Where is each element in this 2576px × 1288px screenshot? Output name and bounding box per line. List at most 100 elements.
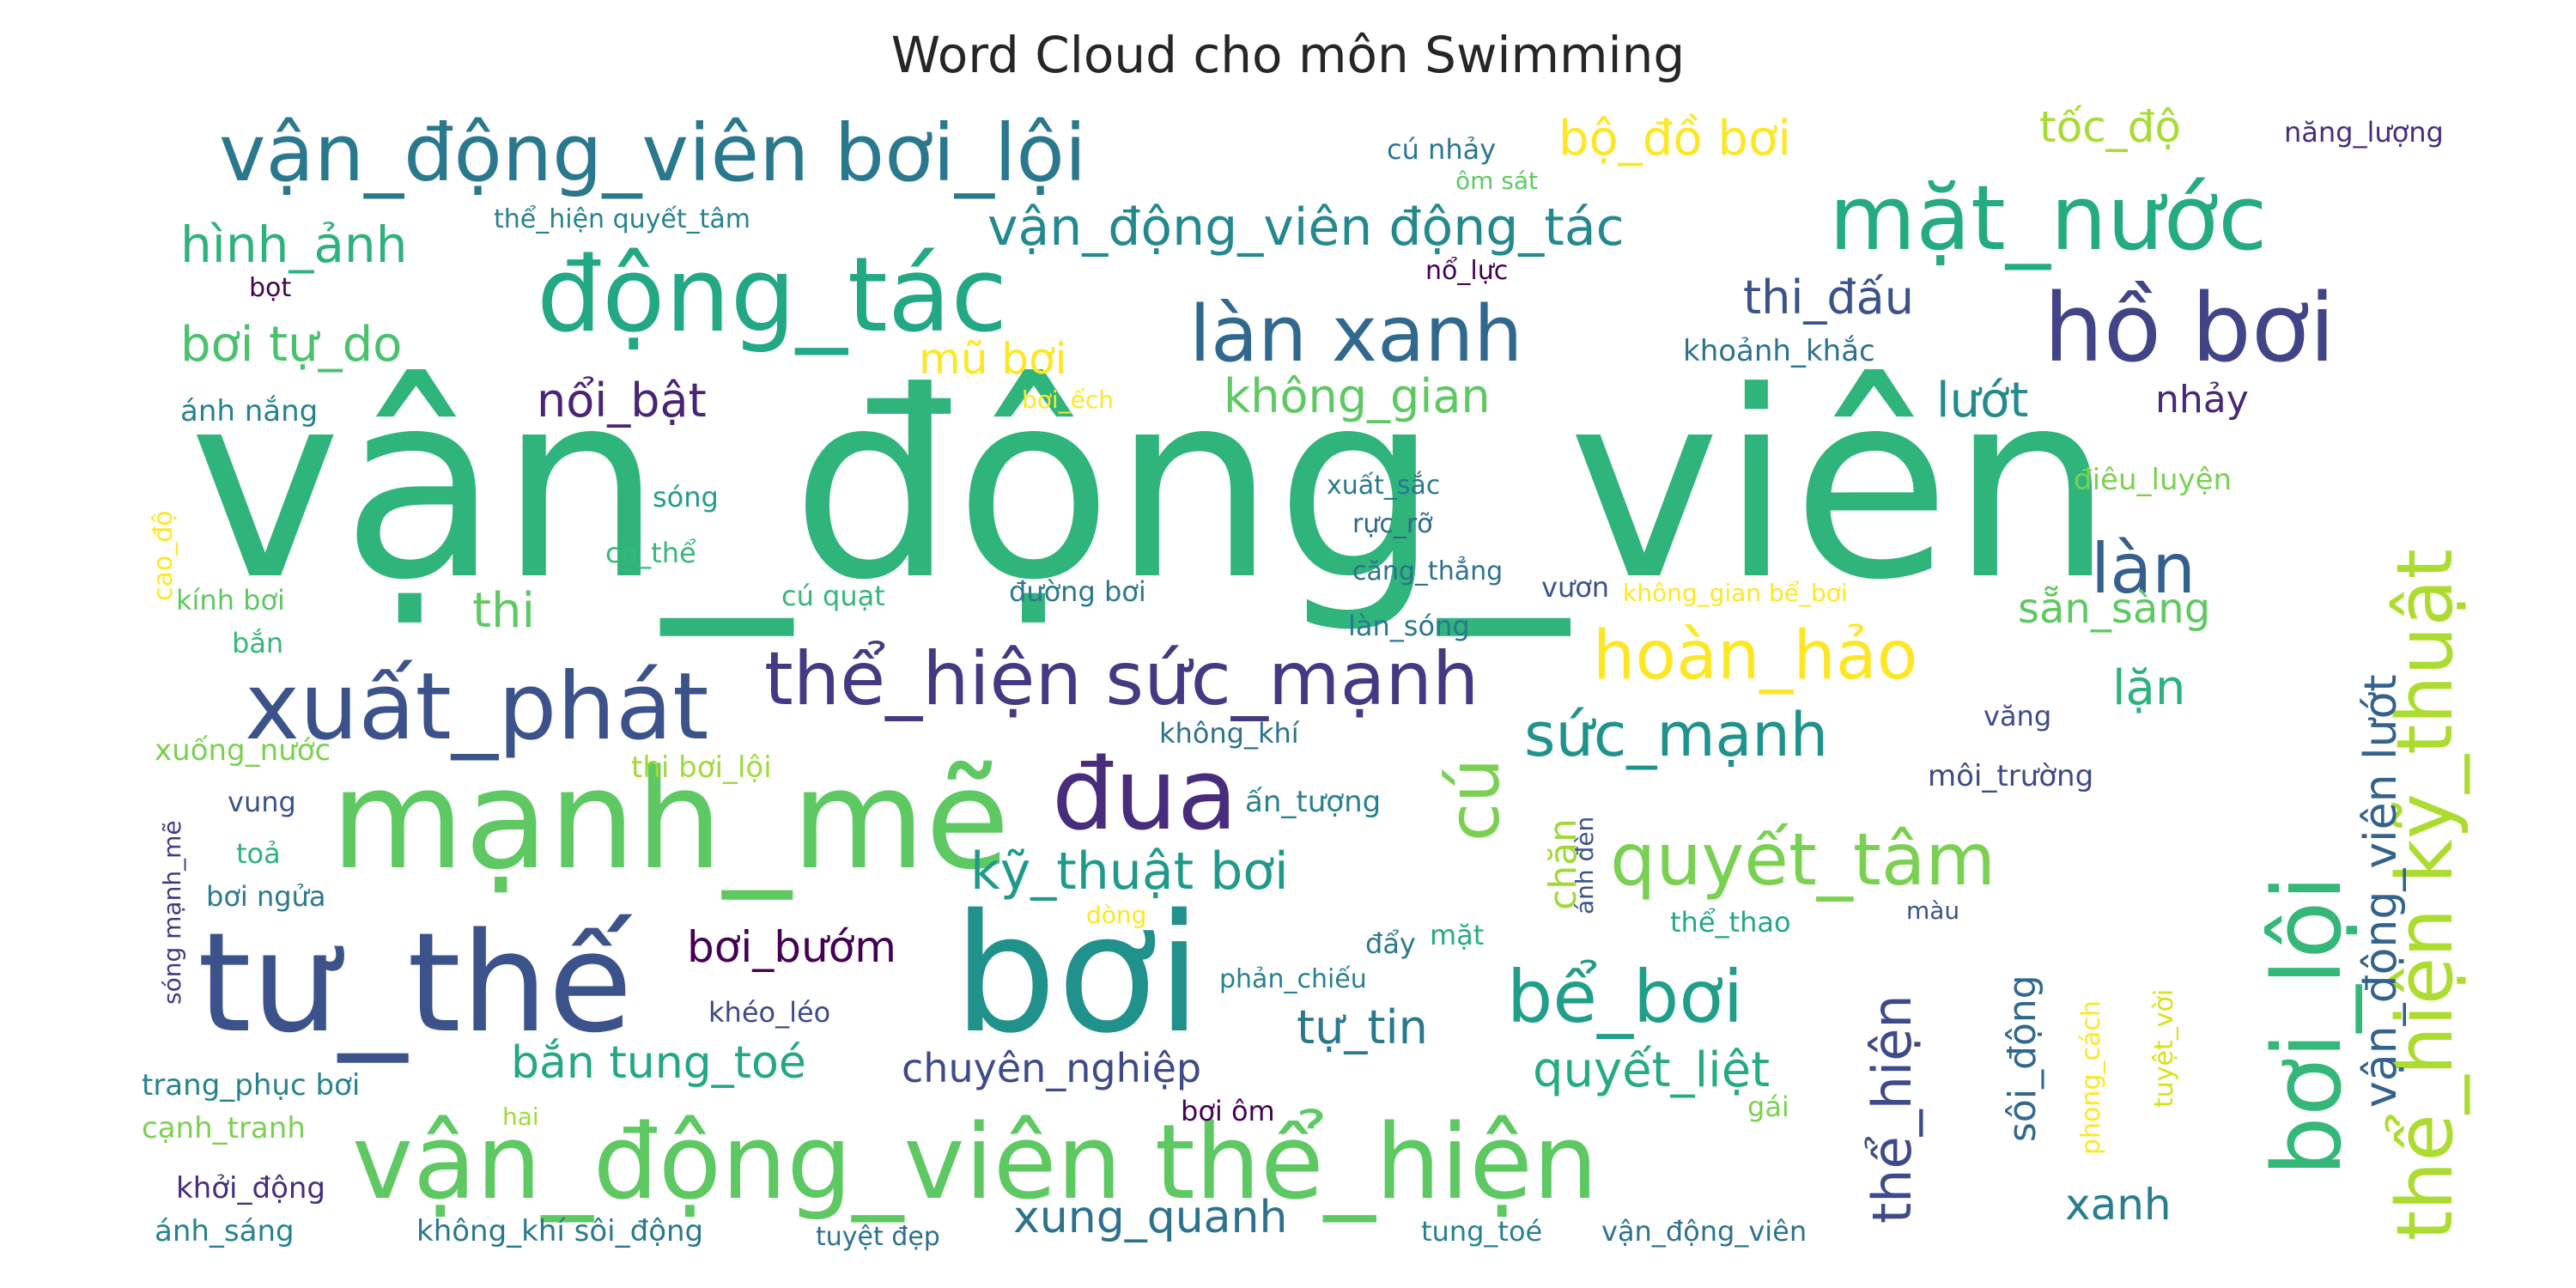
word-0: vận_động_viên — [189, 337, 2114, 640]
word-29: không_gian — [1224, 369, 1491, 423]
word-22: kỹ_thuật bơi — [970, 841, 1289, 902]
word-40: sẵn_sàng — [2018, 585, 2210, 633]
word-68: bắn — [232, 627, 283, 659]
word-59: cơ_thể — [605, 537, 696, 569]
word-84: mặt — [1430, 919, 1484, 951]
word-80: dòng — [1086, 901, 1146, 929]
chart-title: Word Cloud cho môn Swimming — [890, 26, 1686, 84]
word-16: bể_bơi — [1507, 955, 1743, 1039]
word-36: xung_quanh — [1013, 1192, 1287, 1243]
word-95: ánh_sáng — [155, 1214, 295, 1249]
word-20: sức_mạnh — [1524, 700, 1828, 770]
word-11: vận_động_viên bơi_lội — [219, 107, 1086, 199]
word-98: tung_toé — [1421, 1215, 1542, 1248]
word-27: bộ_đồ bơi — [1558, 111, 1791, 167]
word-83: đẩy — [1365, 927, 1416, 960]
word-43: nhảy — [2155, 378, 2249, 422]
word-26: bơi tự_do — [180, 317, 402, 373]
word-18: cú — [1434, 758, 1516, 841]
word-66: làn_sóng — [1348, 610, 1470, 642]
word-33: tự_tin — [1297, 1000, 1428, 1054]
word-38: lặn — [2112, 660, 2185, 716]
word-19: làn — [2091, 529, 2196, 609]
word-82: màu — [1906, 896, 1959, 925]
word-63: kính bơi — [176, 584, 285, 617]
word-75: ấn_tượng — [1245, 785, 1381, 819]
word-58: điêu_luyện — [2074, 463, 2232, 497]
word-41: tốc_độ — [2039, 102, 2181, 152]
word-21: vận_động_viên động_tác — [987, 197, 1625, 258]
word-12: thể_hiện kỹ_thuật — [2380, 549, 2470, 1241]
word-69: không_khí — [1159, 717, 1300, 750]
word-50: nổ_lực — [1425, 255, 1508, 286]
word-34: quyết_liệt — [1533, 1042, 1770, 1098]
word-77: toả — [236, 837, 281, 870]
word-81: thể_thao — [1670, 906, 1791, 939]
word-24: vận_động_viên lướt — [2355, 674, 2407, 1108]
word-70: văng — [1984, 700, 2051, 732]
word-94: khởi_động — [176, 1171, 325, 1206]
word-56: xuất_sắc — [1327, 471, 1440, 501]
word-9: đua — [1052, 738, 1237, 853]
word-91: hai — [502, 1103, 539, 1131]
word-49: thể_hiện quyết_tâm — [494, 204, 750, 234]
word-99: vận_động_viên — [1601, 1215, 1807, 1248]
word-57: rực_rỡ — [1352, 509, 1433, 539]
word-55: sóng — [653, 481, 719, 513]
word-72: thi bơi_lội — [631, 750, 772, 785]
word-15: quyết_tâm — [1610, 817, 1996, 902]
word-32: bơi_bướm — [687, 922, 896, 972]
word-44: mũ bơi — [919, 334, 1067, 384]
word-46: sôi_động — [2001, 975, 2044, 1142]
word-25: hình_ảnh — [180, 216, 407, 274]
word-39: lướt — [1936, 373, 2028, 428]
word-87: phong_cách — [2076, 1000, 2106, 1155]
word-47: cú nhảy — [1387, 133, 1496, 166]
word-53: ánh nắng — [180, 394, 318, 428]
word-42: chuyên_nghiệp — [902, 1045, 1201, 1091]
word-45: chặn — [1541, 818, 1585, 910]
word-7: bơi_lội — [2252, 875, 2362, 1176]
word-6: hồ bơi — [2044, 273, 2336, 383]
word-85: phản_chiếu — [1219, 964, 1367, 994]
word-61: vươn — [1541, 571, 1609, 604]
word-93: gái — [1747, 1091, 1789, 1123]
word-17: hoàn_hảo — [1593, 617, 1917, 695]
word-65: đường bơi — [1009, 575, 1146, 608]
word-10: mặt_nước — [1829, 166, 2267, 270]
word-13: làn xanh — [1189, 289, 1522, 380]
word-90: cạnh_tranh — [142, 1111, 306, 1145]
word-52: bọt — [249, 273, 291, 303]
word-54: bơi_ếch — [1022, 386, 1114, 414]
word-62: không_gian bể_bơi — [1623, 579, 1848, 607]
word-37: xanh — [2065, 1180, 2172, 1230]
word-67: cao_độ — [149, 510, 179, 601]
word-2: mạnh_mẽ — [331, 739, 1010, 900]
word-78: ánh đèn — [1571, 817, 1599, 914]
word-92: bơi ôm — [1181, 1095, 1275, 1127]
word-76: sóng mạnh_mẽ — [158, 820, 186, 1005]
word-14: thể_hiện sức_mạnh — [764, 636, 1479, 722]
word-96: không_khí sôi_động — [416, 1214, 703, 1249]
word-74: vung — [228, 786, 296, 818]
word-100: ôm sát — [1455, 167, 1538, 195]
word-4: vận_động_viên thể_hiện — [352, 1103, 1598, 1223]
word-89: trang_phục bơi — [142, 1068, 360, 1103]
word-86: khéo_léo — [708, 996, 830, 1029]
word-79: bơi ngửa — [206, 880, 325, 913]
word-3: tư_thế — [197, 902, 633, 1063]
word-1: bơi — [953, 879, 1202, 1069]
word-30: nổi_bật — [537, 374, 707, 428]
word-48: năng_lượng — [2284, 116, 2444, 149]
word-31: thi — [472, 583, 535, 639]
word-35: bắn tung_toé — [511, 1037, 806, 1089]
word-23: thể_hiện — [1861, 994, 1923, 1224]
word-97: tuyệt đẹp — [816, 1222, 940, 1252]
word-60: căng_thẳng — [1352, 555, 1503, 586]
word-5: động_tác — [537, 236, 1007, 355]
word-88: tuyệt_vời — [2149, 989, 2179, 1108]
word-73: môi_trường — [1928, 759, 2093, 793]
word-64: cú quạt — [781, 580, 885, 612]
word-51: khoảnh_khắc — [1683, 334, 1875, 368]
word-8: xuất_phát — [245, 653, 708, 761]
